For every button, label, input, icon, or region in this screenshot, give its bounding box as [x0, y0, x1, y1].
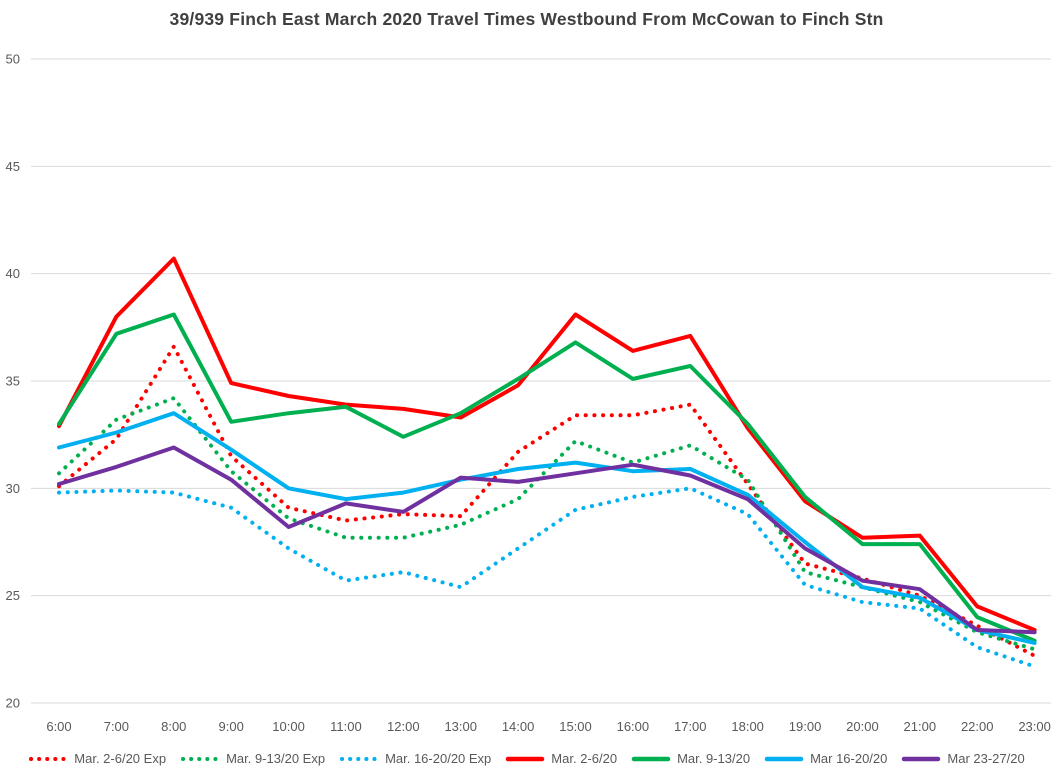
x-axis-tick-16-00: 16:00	[617, 719, 650, 734]
legend-item-mar-23-27-20: Mar 23-27/20	[901, 751, 1025, 766]
plot-area: 20 25 30 35 40 45 50 6:00 7:00 8:00 9:00 10:00 11:00…	[6, 52, 1051, 734]
y-axis-tick-30: 30	[6, 481, 20, 496]
y-axis-tick-40: 40	[6, 266, 20, 281]
y-axis-tick-45: 45	[6, 159, 20, 174]
legend-marker-dotted	[29, 756, 68, 761]
series-line-mar-16-20-20	[57, 411, 1037, 645]
y-axis-tick-35: 35	[6, 374, 20, 389]
x-axis-tick-22-00: 22:00	[961, 719, 994, 734]
x-axis-tick-8-00: 8:00	[161, 719, 186, 734]
series-line-mar-16-20-20-exp-exp	[57, 486, 1037, 669]
x-axis-tick-11-00: 11:00	[330, 719, 362, 734]
x-axis-tick-18-00: 18:00	[731, 719, 764, 734]
x-axis-tick-17-00: 17:00	[674, 719, 707, 734]
x-axis-tick-23-00: 23:00	[1018, 719, 1051, 734]
legend-marker-solid	[764, 756, 804, 761]
x-axis-tick-6-00: 6:00	[46, 719, 71, 734]
legend-item-mar-9-13-20: Mar. 9-13/20	[631, 751, 750, 766]
x-axis-tick-12-00: 12:00	[387, 719, 420, 734]
series-line-mar-9-13-20-exp-exp	[57, 396, 1037, 652]
x-axis-tick-14-00: 14:00	[502, 719, 535, 734]
legend-label: Mar. 2-6/20 Exp	[74, 751, 167, 766]
series-line-mar-2-6-20	[57, 256, 1037, 632]
legend-label: Mar. 9-13/20 Exp	[226, 751, 326, 766]
series-line-mar-9-13-20	[57, 312, 1037, 643]
legend-label: Mar. 2-6/20	[551, 751, 618, 766]
y-axis-tick-20: 20	[6, 696, 20, 711]
y-axis-tick-50: 50	[6, 52, 20, 67]
series-line-mar-23-27-20	[57, 445, 1037, 635]
x-axis-tick-7-00: 7:00	[104, 719, 129, 734]
x-axis-tick-19-00: 19:00	[789, 719, 822, 734]
x-axis-tick-9-00: 9:00	[219, 719, 244, 734]
x-axis-tick-15-00: 15:00	[559, 719, 592, 734]
x-axis-tick-21-00: 21:00	[904, 719, 937, 734]
series-line-mar-2-6-20-exp-exp	[57, 344, 1037, 658]
legend-marker-dotted	[340, 756, 379, 761]
x-axis-tick-10-00: 10:00	[272, 719, 305, 734]
legend-label: Mar 23-27/20	[947, 751, 1025, 766]
legend-marker-dotted	[181, 756, 220, 761]
x-axis-tick-13-00: 13:00	[444, 719, 477, 734]
legend-label: Mar 16-20/20	[810, 751, 888, 766]
legend-item-mar-2-6-20-exp-exp: Mar. 2-6/20 Exp	[28, 751, 166, 766]
legend-item-mar-9-13-20-exp-exp: Mar. 9-13/20 Exp	[180, 751, 325, 766]
legend-label: Mar. 9-13/20	[677, 751, 751, 766]
legend-marker-solid	[631, 756, 671, 761]
legend-item-mar-16-20-20-exp-exp: Mar. 16-20/20 Exp	[339, 751, 491, 766]
y-axis-tick-25: 25	[6, 588, 20, 603]
legend-item-mar-16-20-20: Mar 16-20/20	[764, 751, 887, 766]
x-axis-tick-20-00: 20:00	[846, 719, 879, 734]
legend-item-mar-2-6-20: Mar. 2-6/20	[505, 751, 617, 766]
legend-label: Mar. 16-20/20 Exp	[385, 751, 492, 766]
legend-marker-solid	[902, 756, 941, 761]
chart-title: 39/939 Finch East March 2020 Travel Time…	[169, 9, 884, 29]
legend-marker-solid	[506, 756, 545, 761]
chart-legend: Mar. 2-6/20 Exp Mar. 9-13/20 Exp Mar. 16-2…	[0, 751, 1053, 766]
